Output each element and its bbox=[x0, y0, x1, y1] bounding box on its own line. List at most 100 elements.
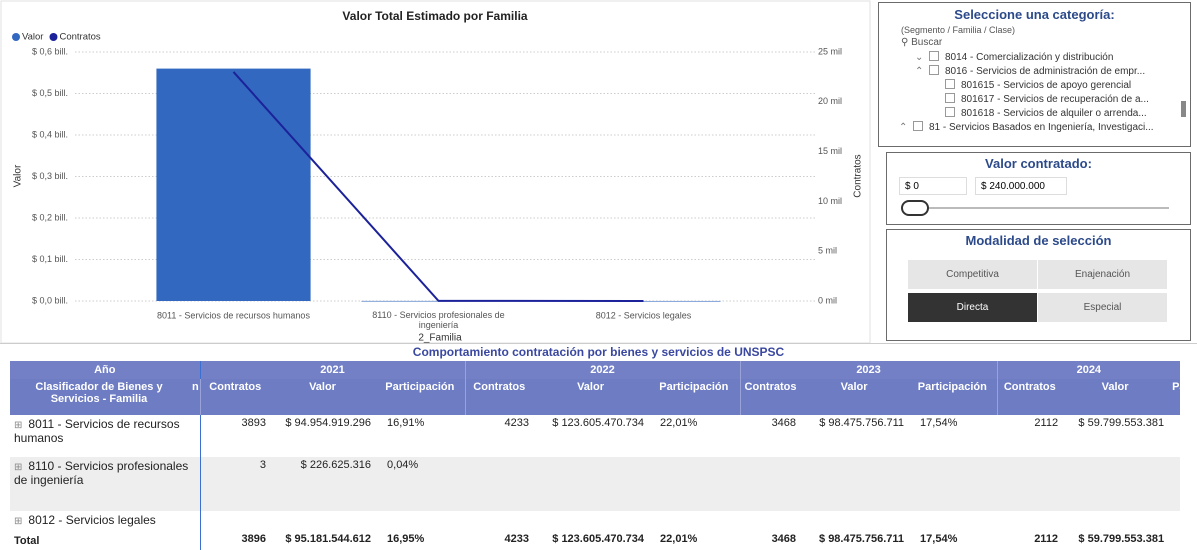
table-row: ⊞ 8110 - Servicios profesionales de ingen… bbox=[10, 457, 1180, 511]
table-row: ⊞ 8011 - Servicios de recursos humanos 389… bbox=[10, 415, 1180, 457]
tree-item[interactable]: ⌃ 81 - Servicios Basados en Ingeniería, I… bbox=[899, 121, 1154, 133]
cell: 3468 bbox=[771, 533, 797, 545]
column-header: Contratos bbox=[996, 379, 1063, 415]
cell: 22,01% bbox=[660, 417, 698, 429]
row-label-text: 8110 - Servicios profesionales de ingeni… bbox=[14, 459, 189, 487]
column-header: Participación bbox=[375, 379, 466, 415]
year: 2022 bbox=[464, 361, 741, 379]
legend-label: Contratos bbox=[59, 32, 100, 43]
y-axis-label: Valor bbox=[13, 164, 24, 187]
cell bbox=[1168, 457, 1180, 511]
item-label: 801617 - Servicios de recuperación de a.… bbox=[961, 94, 1149, 105]
checkbox[interactable] bbox=[913, 121, 923, 131]
tree: ⌄ 8014 - Comercialización y distribución ⌃… bbox=[879, 49, 1179, 145]
checkbox[interactable] bbox=[929, 51, 939, 61]
tree-item[interactable]: 801618 - Servicios de alquiler o arrenda… bbox=[931, 107, 1147, 119]
y2-tick-label: 15 mil bbox=[818, 146, 842, 156]
cell bbox=[1168, 511, 1180, 531]
cell: 3896 bbox=[241, 533, 267, 545]
cell bbox=[533, 511, 648, 531]
row-label-text: Total bbox=[14, 535, 40, 547]
column-header: Valor bbox=[1062, 379, 1169, 415]
mode-button[interactable]: Directa bbox=[908, 293, 1037, 322]
slider-handle[interactable] bbox=[901, 200, 929, 216]
tree-item[interactable]: 801615 - Servicios de apoyo gerencial bbox=[931, 79, 1131, 91]
min-input[interactable]: $ 0 bbox=[899, 177, 967, 195]
column-header: Participación bbox=[648, 379, 741, 415]
column-header: Pa bbox=[1168, 379, 1180, 415]
cell bbox=[908, 511, 997, 531]
table-row: ⊞ 8012 - Servicios legales bbox=[10, 511, 1180, 531]
cell: $ 59.799.553.381 bbox=[1078, 417, 1165, 429]
expand-icon[interactable]: ⊞ bbox=[14, 462, 23, 473]
column-header: Valor bbox=[533, 379, 649, 415]
cell bbox=[465, 457, 533, 511]
tree-item[interactable]: ⌃ 8016 - Servicios de administración de e… bbox=[915, 65, 1145, 77]
matrix-table: Año 2021 2022 2023 2024 Clasificador de Biene… bbox=[10, 361, 1180, 550]
cell: 2112 bbox=[1034, 417, 1059, 429]
legend-label: Valor bbox=[22, 32, 43, 43]
cell: 17,54% bbox=[920, 533, 958, 545]
cell bbox=[648, 511, 740, 531]
y-tick-label: $ 0,3 bill. bbox=[32, 171, 68, 181]
expand-icon[interactable]: ⊞ bbox=[14, 516, 23, 527]
cell bbox=[270, 511, 375, 531]
checkbox[interactable] bbox=[945, 79, 955, 89]
cell bbox=[375, 511, 465, 531]
column-header: Contratos bbox=[464, 379, 534, 415]
legend-marker bbox=[12, 33, 20, 41]
column-header: Clasificador de Bienes y Servicios - Fam… bbox=[10, 379, 188, 415]
cell: 3893 bbox=[241, 417, 267, 429]
expand-icon[interactable]: ⊞ bbox=[14, 420, 23, 431]
cell: $ 94.954.919.296 bbox=[285, 417, 372, 429]
chart: Valor Total Estimado por Familia Valor C… bbox=[0, 0, 871, 344]
year: 2024 bbox=[996, 361, 1180, 379]
table-row: Total 3896 $ 95.181.544.612 16,95% 4233 $ 123… bbox=[10, 531, 1180, 550]
cell bbox=[533, 457, 648, 511]
search-box[interactable]: ⚲ Buscar bbox=[901, 37, 943, 48]
y2-axis-label: Contratos bbox=[853, 154, 864, 197]
expander: ⌃ bbox=[915, 66, 924, 77]
checkbox[interactable] bbox=[945, 93, 955, 103]
cell: $ 123.605.470.734 bbox=[552, 533, 645, 545]
x-tick-label: 8110 - Servicios profesionales de ingenie… bbox=[372, 310, 504, 330]
cell bbox=[908, 457, 997, 511]
checkbox[interactable] bbox=[945, 107, 955, 117]
y2-tick-label: 0 mil bbox=[818, 295, 837, 305]
max-input[interactable]: $ 240.000.000 bbox=[975, 177, 1067, 195]
y2-tick-label: 25 mil bbox=[818, 46, 842, 56]
year-row: Año 2021 2022 2023 2024 bbox=[10, 361, 1180, 379]
mode-button[interactable]: Especial bbox=[1038, 293, 1167, 322]
row-label: ⊞ 8012 - Servicios legales bbox=[10, 511, 201, 531]
y-tick-label: $ 0,5 bill. bbox=[32, 88, 68, 98]
cell: 4233 bbox=[504, 533, 530, 545]
cell: $ 98.475.756.711 bbox=[819, 533, 905, 545]
tree-item[interactable]: 801617 - Servicios de recuperación de a.… bbox=[931, 93, 1149, 105]
checkbox[interactable] bbox=[929, 65, 939, 75]
year-header: Año bbox=[10, 361, 201, 379]
cell bbox=[465, 511, 533, 531]
item-label: 801615 - Servicios de apoyo gerencial bbox=[961, 80, 1132, 91]
tree-item[interactable]: ⌄ 8014 - Comercialización y distribución bbox=[915, 51, 1113, 63]
expander: ⌃ bbox=[899, 122, 908, 133]
year: 2021 bbox=[199, 361, 466, 379]
scrollbar bbox=[1181, 101, 1186, 117]
cell bbox=[1062, 457, 1168, 511]
mode-button[interactable]: Competitiva bbox=[908, 260, 1037, 289]
column-row: Clasificador de Bienes y Servicios - Fam… bbox=[10, 379, 1180, 415]
row-label: Total bbox=[10, 531, 201, 550]
slicer-subtitle: (Segmento / Familia / Clase) bbox=[901, 25, 1016, 35]
cell bbox=[1168, 531, 1180, 550]
search-placeholder: Buscar bbox=[911, 37, 943, 48]
year: 2023 bbox=[739, 361, 998, 379]
y-tick-label: $ 0,2 bill. bbox=[32, 212, 68, 222]
slicer-title: Valor contratado: bbox=[985, 156, 1092, 171]
chart-title: Valor Total Estimado por Familia bbox=[342, 9, 527, 23]
cell: 0,04% bbox=[387, 459, 419, 471]
cell: $ 123.605.470.734 bbox=[552, 417, 645, 429]
mode-button[interactable]: Enajenación bbox=[1038, 260, 1167, 289]
slicer-title: Modalidad de selección bbox=[965, 233, 1112, 248]
x-tick-line: 8110 - Servicios profesionales de bbox=[372, 310, 504, 320]
column-header: Contratos bbox=[199, 379, 271, 415]
